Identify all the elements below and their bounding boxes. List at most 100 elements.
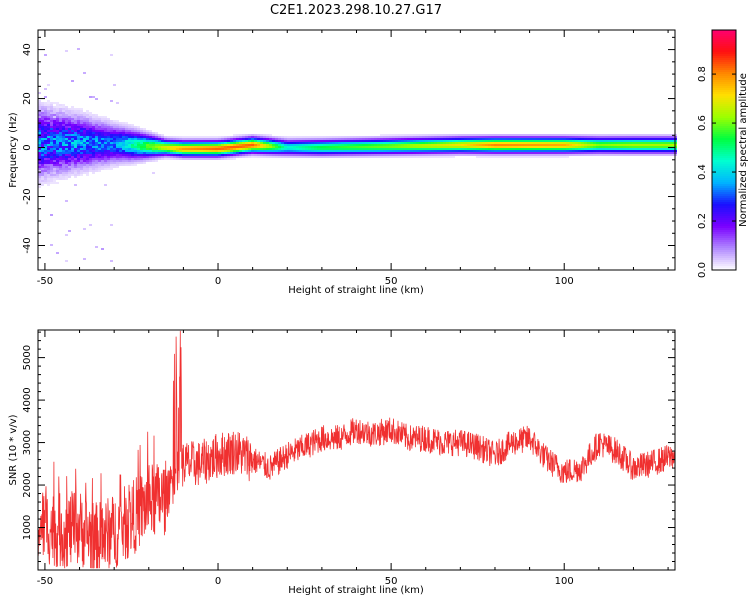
heatmap-cell: [131, 160, 134, 162]
heatmap-cell: [374, 154, 377, 156]
heatmap-cell: [251, 144, 254, 146]
heatmap-cell: [38, 108, 41, 110]
heatmap-cell: [68, 142, 71, 144]
heatmap-cell: [608, 140, 611, 142]
heatmap-cell: [326, 152, 329, 154]
heatmap-cell: [371, 156, 374, 158]
heatmap-cell: [47, 110, 50, 112]
heatmap-cell: [68, 136, 71, 138]
heatmap-cell: [620, 134, 623, 136]
heatmap-cell: [590, 150, 593, 152]
heatmap-cell: [290, 142, 293, 144]
heatmap-cell: [593, 136, 596, 138]
heatmap-cell: [173, 136, 176, 138]
heatmap-cell: [137, 132, 140, 134]
heatmap-cell: [95, 122, 98, 124]
heatmap-cell: [92, 118, 95, 120]
heatmap-cell: [482, 144, 485, 146]
heatmap-cell: [296, 140, 299, 142]
heatmap-cell: [449, 134, 452, 136]
heatmap-cell: [167, 136, 170, 138]
heatmap-cell: [119, 164, 122, 166]
heatmap-cell: [47, 182, 50, 184]
heatmap-cell: [476, 140, 479, 142]
heatmap-cell: [86, 126, 89, 128]
heatmap-cell: [140, 158, 143, 160]
heatmap-cell: [596, 154, 599, 156]
heatmap-cell: [635, 148, 638, 150]
heatmap-cell: [98, 134, 101, 136]
heatmap-cell: [86, 136, 89, 138]
heatmap-cell: [455, 146, 458, 148]
heatmap-cell: [356, 154, 359, 156]
heatmap-cell: [56, 160, 59, 162]
heatmap-cell: [65, 128, 68, 130]
heatmap-cell: [161, 134, 164, 136]
heatmap-cell: [515, 154, 518, 156]
heatmap-cell: [434, 138, 437, 140]
heatmap-cell: [371, 142, 374, 144]
heatmap-cell: [665, 138, 668, 140]
colorbar-cell: [712, 90, 736, 92]
colorbar-cell: [712, 156, 736, 158]
heatmap-cell: [614, 142, 617, 144]
heatmap-cell: [650, 140, 653, 142]
heatmap-cell: [230, 154, 233, 156]
colorbar-cell: [712, 58, 736, 60]
heatmap-cell: [578, 144, 581, 146]
heatmap-cell: [347, 144, 350, 146]
heatmap-cell: [200, 138, 203, 140]
heatmap-cell: [281, 142, 284, 144]
heatmap-cell: [38, 138, 41, 140]
heatmap-cell: [173, 148, 176, 150]
heatmap-cell: [299, 150, 302, 152]
heatmap-cell: [506, 144, 509, 146]
heatmap-cell: [389, 148, 392, 150]
heatmap-cell: [557, 138, 560, 140]
heatmap-cell: [41, 140, 44, 142]
colorbar-cell: [712, 74, 736, 76]
heatmap-cell: [68, 118, 71, 120]
heatmap-cell: [56, 128, 59, 130]
heatmap-cell: [251, 138, 254, 140]
heatmap-cell: [44, 134, 47, 136]
heatmap-cell: [56, 172, 59, 174]
heatmap-cell: [503, 156, 506, 158]
heatmap-cell: [509, 144, 512, 146]
heatmap-cell: [65, 126, 68, 128]
heatmap-cell: [104, 136, 107, 138]
heatmap-cell: [143, 152, 146, 154]
heatmap-cell: [551, 138, 554, 140]
heatmap-cell: [668, 134, 671, 136]
heatmap-cell: [647, 134, 650, 136]
heatmap-cell: [665, 152, 668, 154]
heatmap-cell: [47, 106, 50, 108]
heatmap-cell: [590, 136, 593, 138]
heatmap-cell: [119, 154, 122, 156]
heatmap-cell: [77, 108, 80, 110]
heatmap-cell: [605, 148, 608, 150]
heatmap-cell: [50, 164, 53, 166]
colorbar-cell: [712, 56, 736, 58]
heatmap-cell: [260, 146, 263, 148]
heatmap-cell: [494, 140, 497, 142]
colorbar-cell: [712, 254, 736, 256]
heatmap-cell: [491, 142, 494, 144]
heatmap-cell: [617, 150, 620, 152]
heatmap-cell: [395, 150, 398, 152]
heatmap-cell: [152, 132, 155, 134]
heatmap-cell: [293, 140, 296, 142]
heatmap-cell: [614, 134, 617, 136]
heatmap-cell: [215, 140, 218, 142]
colorbar-cell: [712, 80, 736, 82]
heatmap-cell: [131, 124, 134, 126]
heatmap-cell: [299, 144, 302, 146]
heatmap-cell: [38, 148, 41, 150]
heatmap-cell: [635, 144, 638, 146]
heatmap-cell: [56, 132, 59, 134]
heatmap-cell: [62, 134, 65, 136]
heatmap-cell: [425, 134, 428, 136]
heatmap-cell: [65, 164, 68, 166]
heatmap-cell: [161, 140, 164, 142]
heatmap-cell: [518, 154, 521, 156]
